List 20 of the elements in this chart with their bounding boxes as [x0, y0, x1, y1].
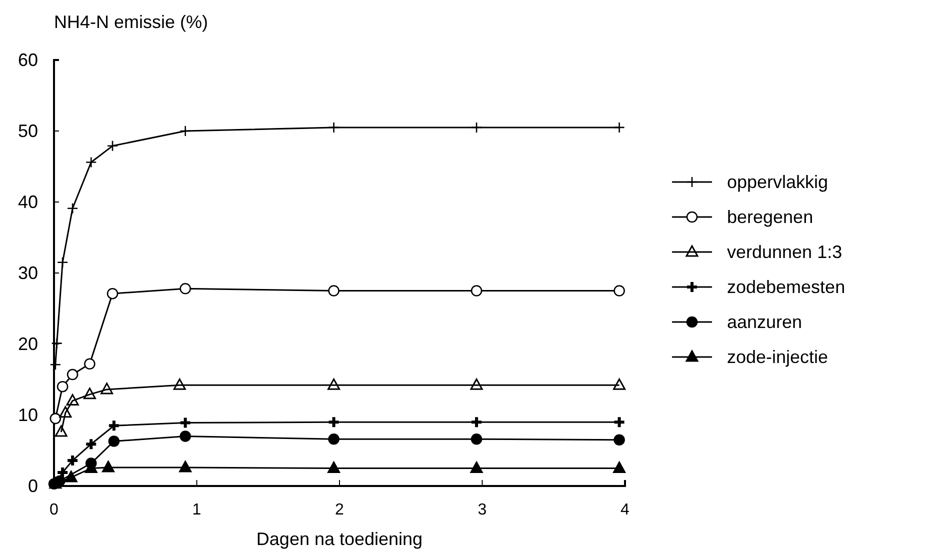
y-tick-label: 50	[18, 120, 38, 141]
y-tick-label: 20	[18, 334, 38, 354]
x-tick-label: 1	[192, 502, 202, 519]
x-tick-label: 2	[335, 502, 344, 519]
y-tick-label: 30	[18, 262, 38, 283]
legend-label: beregenen	[727, 207, 814, 227]
x-tick-label: 4	[620, 502, 630, 519]
legend-label: zodebemesten	[727, 277, 846, 297]
y-axis-title: NH4-N emissie (%)	[54, 12, 208, 32]
legend-label: oppervlakkig	[727, 172, 828, 192]
y-tick-label: 10	[18, 404, 38, 425]
y-tick-label: 0	[28, 476, 38, 496]
legend-label: verdunnen 1:3	[727, 242, 842, 262]
y-tick-label: 40	[18, 192, 38, 212]
y-tick-label: 60	[18, 50, 38, 70]
x-tick-label: 3	[478, 502, 487, 519]
x-axis-title: Dagen na toediening	[256, 529, 423, 549]
legend-label: aanzuren	[727, 312, 802, 332]
x-tick-label: 0	[50, 502, 59, 519]
legend-label: zode-injectie	[727, 347, 828, 367]
